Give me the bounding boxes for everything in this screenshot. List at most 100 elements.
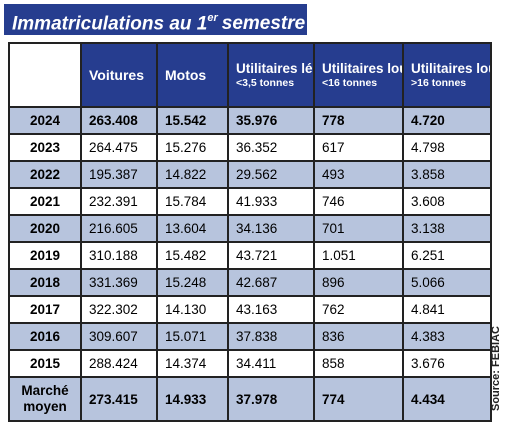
value-cell: 14.374 [156,349,229,378]
header-label: Voitures [89,66,144,83]
year-cell: 2017 [8,295,82,324]
value-cell: 858 [313,349,404,378]
header-sublabel: <16 tonnes [322,77,378,89]
value-cell: 1.051 [313,241,404,270]
value-cell: 15.071 [156,322,229,351]
header-row: Voitures Motos Utilitaires légers<3,5 to… [8,42,492,108]
value-cell: 41.933 [227,187,315,216]
value-cell: 43.163 [227,295,315,324]
value-cell: 4.841 [402,295,492,324]
average-value-cell: 14.933 [156,376,229,422]
header-sublabel: <3,5 tonnes [236,77,295,89]
value-cell: 310.188 [80,241,158,270]
value-cell: 15.482 [156,241,229,270]
value-cell: 4.383 [402,322,492,351]
value-cell: 35.976 [227,106,315,135]
year-cell: 2023 [8,133,82,162]
average-value-cell: 774 [313,376,404,422]
value-cell: 836 [313,322,404,351]
table-body: 2024 263.408 15.542 35.976 778 4.720 2023 264.4… [8,106,492,422]
value-cell: 264.475 [80,133,158,162]
table-row: 2023 264.475 15.276 36.352 617 4.798 [8,133,492,162]
table-row: 2020 216.605 13.604 34.136 701 3.138 [8,214,492,243]
value-cell: 288.424 [80,349,158,378]
value-cell: 232.391 [80,187,158,216]
table-row: 2017 322.302 14.130 43.163 762 4.841 [8,295,492,324]
table-row: 2018 331.369 15.248 42.687 896 5.066 [8,268,492,297]
value-cell: 493 [313,160,404,189]
value-cell: 29.562 [227,160,315,189]
header-utilitaires-lourds-16: Utilitaires lourds<16 tonnes [313,42,404,108]
title-tail: semestre [221,13,306,35]
average-label-cell: Marché moyen [8,376,82,422]
value-cell: 896 [313,268,404,297]
value-cell: 15.248 [156,268,229,297]
value-cell: 701 [313,214,404,243]
value-cell: 216.605 [80,214,158,243]
value-cell: 195.387 [80,160,158,189]
value-cell: 14.822 [156,160,229,189]
value-cell: 778 [313,106,404,135]
header-label: Utilitaires lourds [322,61,401,76]
year-cell: 2021 [8,187,82,216]
header-utilitaires-lourds-plus-16: Utilitaires lourds>16 tonnes [402,42,492,108]
value-cell: 3.858 [402,160,492,189]
year-cell: 2018 [8,268,82,297]
value-cell: 746 [313,187,404,216]
value-cell: 762 [313,295,404,324]
average-label-line1: Marché [21,383,69,398]
table-row: 2016 309.607 15.071 37.838 836 4.383 [8,322,492,351]
table-row: 2019 310.188 15.482 43.721 1.051 6.251 [8,241,492,270]
value-cell: 43.721 [227,241,315,270]
table-row: 2015 288.424 14.374 34.411 858 3.676 [8,349,492,378]
header-utilitaires-legers: Utilitaires légers<3,5 tonnes [227,42,315,108]
table-row: 2024 263.408 15.542 35.976 778 4.720 [8,106,492,135]
chart-title: Immatriculations au 1er semestre [4,4,307,35]
header-corner [8,42,82,108]
year-cell: 2019 [8,241,82,270]
year-cell: 2024 [8,106,82,135]
year-cell: 2022 [8,160,82,189]
average-value-cell: 4.434 [402,376,492,422]
header-motos: Motos [156,42,229,108]
value-cell: 4.720 [402,106,492,135]
value-cell: 15.784 [156,187,229,216]
average-value-cell: 273.415 [80,376,158,422]
header-label: Motos [165,66,207,83]
value-cell: 3.676 [402,349,492,378]
value-cell: 13.604 [156,214,229,243]
value-cell: 5.066 [402,268,492,297]
value-cell: 4.798 [402,133,492,162]
year-cell: 2015 [8,349,82,378]
value-cell: 322.302 [80,295,158,324]
value-cell: 617 [313,133,404,162]
value-cell: 263.408 [80,106,158,135]
value-cell: 3.608 [402,187,492,216]
table-row: 2021 232.391 15.784 41.933 746 3.608 [8,187,492,216]
value-cell: 36.352 [227,133,315,162]
header-label: Utilitaires lourds [411,61,489,76]
registrations-table: Voitures Motos Utilitaires légers<3,5 to… [8,42,492,422]
value-cell: 34.411 [227,349,315,378]
table-row: 2022 195.387 14.822 29.562 493 3.858 [8,160,492,189]
value-cell: 331.369 [80,268,158,297]
value-cell: 3.138 [402,214,492,243]
average-row: Marché moyen 273.415 14.933 37.978 774 4.434 [8,376,492,422]
value-cell: 15.276 [156,133,229,162]
value-cell: 34.136 [227,214,315,243]
title-superscript: er [207,12,218,24]
value-cell: 14.130 [156,295,229,324]
value-cell: 15.542 [156,106,229,135]
header-label: Utilitaires légers [236,61,313,76]
value-cell: 37.838 [227,322,315,351]
value-cell: 42.687 [227,268,315,297]
source-label: Source: FEBIAC [490,326,502,411]
header-voitures: Voitures [80,42,158,108]
title-main: Immatriculations au 1 [12,13,208,35]
year-cell: 2020 [8,214,82,243]
average-value-cell: 37.978 [227,376,315,422]
value-cell: 6.251 [402,241,492,270]
average-label-line2: moyen [23,399,67,414]
year-cell: 2016 [8,322,82,351]
header-sublabel: >16 tonnes [411,77,467,89]
